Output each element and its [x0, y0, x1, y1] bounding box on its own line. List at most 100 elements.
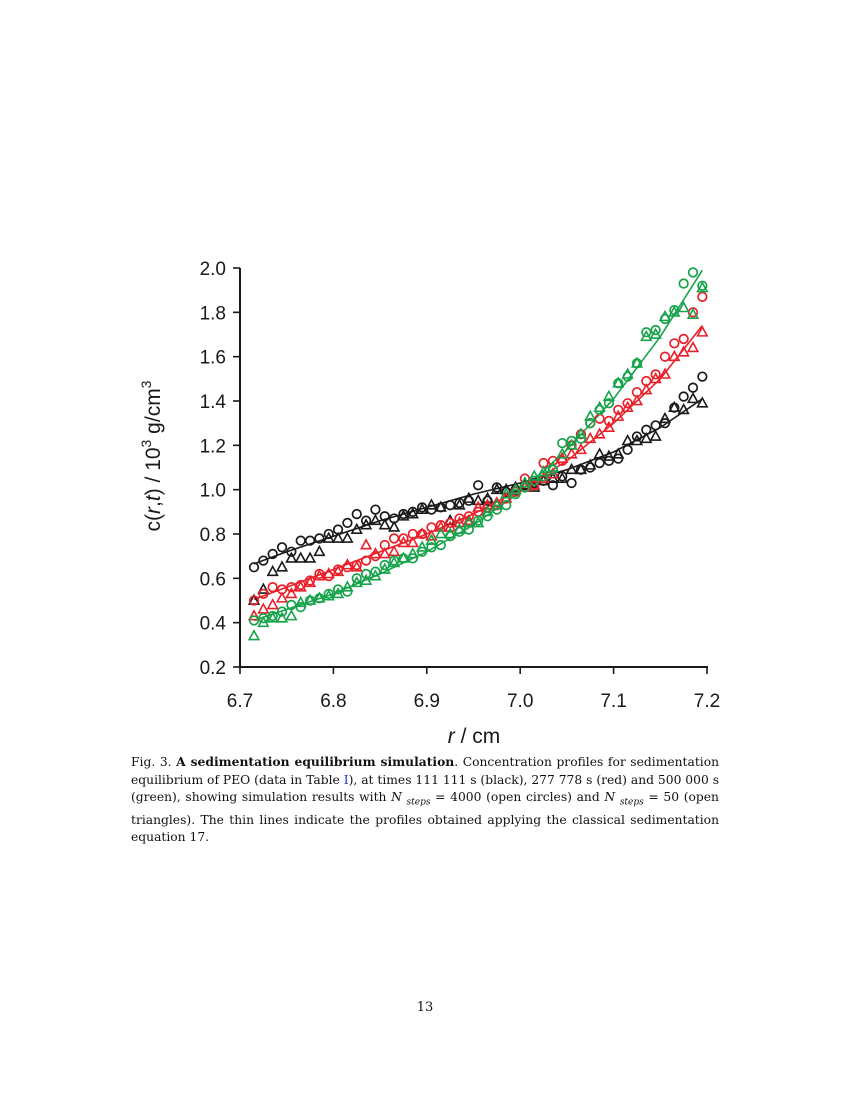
- marker-triangle-black: [369, 513, 382, 526]
- marker-triangle-green: [574, 427, 588, 439]
- marker-triangle-green: [584, 409, 597, 421]
- marker-triangle-red: [247, 609, 261, 621]
- marker-triangle-black: [453, 498, 466, 510]
- marker-circle-green: [360, 568, 372, 580]
- marker-triangle-black: [387, 520, 401, 532]
- marker-triangle-green: [247, 629, 261, 641]
- marker-triangle-red: [696, 325, 709, 337]
- marker-circle-red: [613, 404, 624, 416]
- marker-circle-green: [332, 584, 344, 595]
- marker-triangle-black: [649, 429, 662, 441]
- marker-triangle-red: [294, 580, 307, 592]
- y-axis-label-part: r: [142, 506, 165, 514]
- marker-circle-green: [491, 504, 503, 515]
- marker-triangle-black: [378, 518, 391, 530]
- y-axis-label-part: ) / 10: [142, 447, 165, 495]
- marker-circle-black: [314, 533, 325, 544]
- y-axis-label-part: t: [142, 494, 165, 501]
- marker-triangle-green: [649, 327, 662, 339]
- caption-lead: Fig. 3.: [131, 755, 177, 769]
- marker-triangle-red: [359, 538, 373, 550]
- marker-triangle-red: [257, 602, 270, 614]
- marker-triangle-green: [434, 527, 447, 539]
- marker-triangle-green: [444, 527, 457, 539]
- marker-circle-red: [603, 415, 615, 427]
- marker-triangle-black: [285, 551, 298, 563]
- marker-circle-black: [360, 515, 372, 526]
- marker-triangle-green: [285, 609, 298, 621]
- marker-triangle-red: [285, 586, 298, 599]
- marker-triangle-green: [686, 307, 700, 319]
- marker-triangle-black: [472, 493, 485, 506]
- marker-triangle-green: [313, 591, 326, 603]
- marker-triangle-black: [341, 531, 354, 543]
- marker-circle-black: [594, 457, 605, 469]
- marker-triangle-green: [565, 438, 578, 450]
- figure-caption: Fig. 3. A sedimentation equilibrium simu…: [131, 753, 719, 847]
- marker-circle-green: [379, 559, 390, 571]
- marker-triangle-red: [574, 442, 588, 455]
- marker-triangle-green: [359, 573, 373, 585]
- x-axis-label-symbol: r: [448, 725, 456, 748]
- caption-symbol: N: [604, 790, 616, 804]
- marker-triangle-red: [630, 394, 644, 406]
- marker-triangle-black: [397, 509, 410, 521]
- table-reference-link[interactable]: I: [343, 772, 349, 787]
- marker-triangle-green: [322, 589, 335, 601]
- marker-triangle-black: [696, 396, 709, 408]
- marker-triangle-red: [434, 520, 447, 532]
- marker-circle-green: [519, 482, 531, 493]
- marker-triangle-red: [584, 431, 597, 444]
- marker-triangle-green: [658, 309, 672, 322]
- y-tick-label: 1.4: [200, 392, 227, 413]
- marker-circle-black: [286, 546, 297, 557]
- marker-triangle-red: [266, 598, 279, 610]
- marker-triangle-red: [658, 367, 672, 379]
- marker-circle-red: [267, 582, 278, 593]
- marker-triangle-red: [640, 383, 653, 395]
- marker-circle-green: [435, 539, 446, 551]
- marker-circle-green: [407, 553, 418, 564]
- marker-circle-green: [482, 511, 493, 522]
- marker-triangle-black: [425, 498, 438, 510]
- marker-triangle-black: [640, 431, 653, 444]
- marker-circle-green: [416, 546, 428, 557]
- marker-triangle-red: [415, 527, 429, 539]
- marker-circle-green: [276, 606, 288, 617]
- marker-triangle-black: [294, 551, 307, 563]
- marker-triangle-black: [481, 491, 494, 503]
- marker-circle-green: [258, 613, 269, 624]
- marker-circle-green: [248, 615, 260, 626]
- marker-triangle-black: [462, 491, 475, 503]
- marker-triangle-green: [677, 301, 690, 313]
- concentration-chart: 0.2 0.4 0.6 0.8 1.0 1.2 1.4 1.6 1.8 2.0 6.7 6.8 6.9 7…: [138, 259, 720, 748]
- marker-triangle-red: [490, 496, 503, 508]
- marker-triangle-red: [341, 558, 354, 570]
- x-axis-label: r / cm: [448, 725, 501, 748]
- marker-triangle-green: [341, 580, 354, 592]
- marker-triangle-green: [275, 611, 289, 623]
- marker-circle-red: [678, 333, 689, 345]
- marker-triangle-red: [593, 427, 606, 439]
- fit-lines: [253, 269, 703, 622]
- marker-triangle-green: [415, 540, 429, 552]
- marker-triangle-red: [565, 447, 578, 459]
- marker-triangle-black: [266, 564, 279, 577]
- y-tick-label: 1.0: [200, 481, 226, 502]
- marker-circle-black: [267, 548, 278, 560]
- marker-circle-green: [351, 573, 362, 584]
- marker-triangle-black: [303, 551, 317, 563]
- marker-circle-black: [631, 431, 643, 442]
- marker-triangle-green: [537, 465, 550, 477]
- marker-triangle-black: [686, 391, 700, 404]
- marker-circle-red: [398, 533, 409, 544]
- marker-triangle-black: [313, 544, 326, 557]
- marker-circle-black: [426, 504, 437, 515]
- caption-text: = 4000 (open circles) and: [430, 790, 605, 804]
- marker-triangle-green: [500, 487, 513, 499]
- marker-triangle-red: [406, 535, 419, 548]
- marker-circle-black: [697, 371, 708, 382]
- marker-circle-black: [659, 418, 671, 429]
- marker-circle-black: [613, 453, 624, 464]
- marker-circle-green: [426, 542, 437, 553]
